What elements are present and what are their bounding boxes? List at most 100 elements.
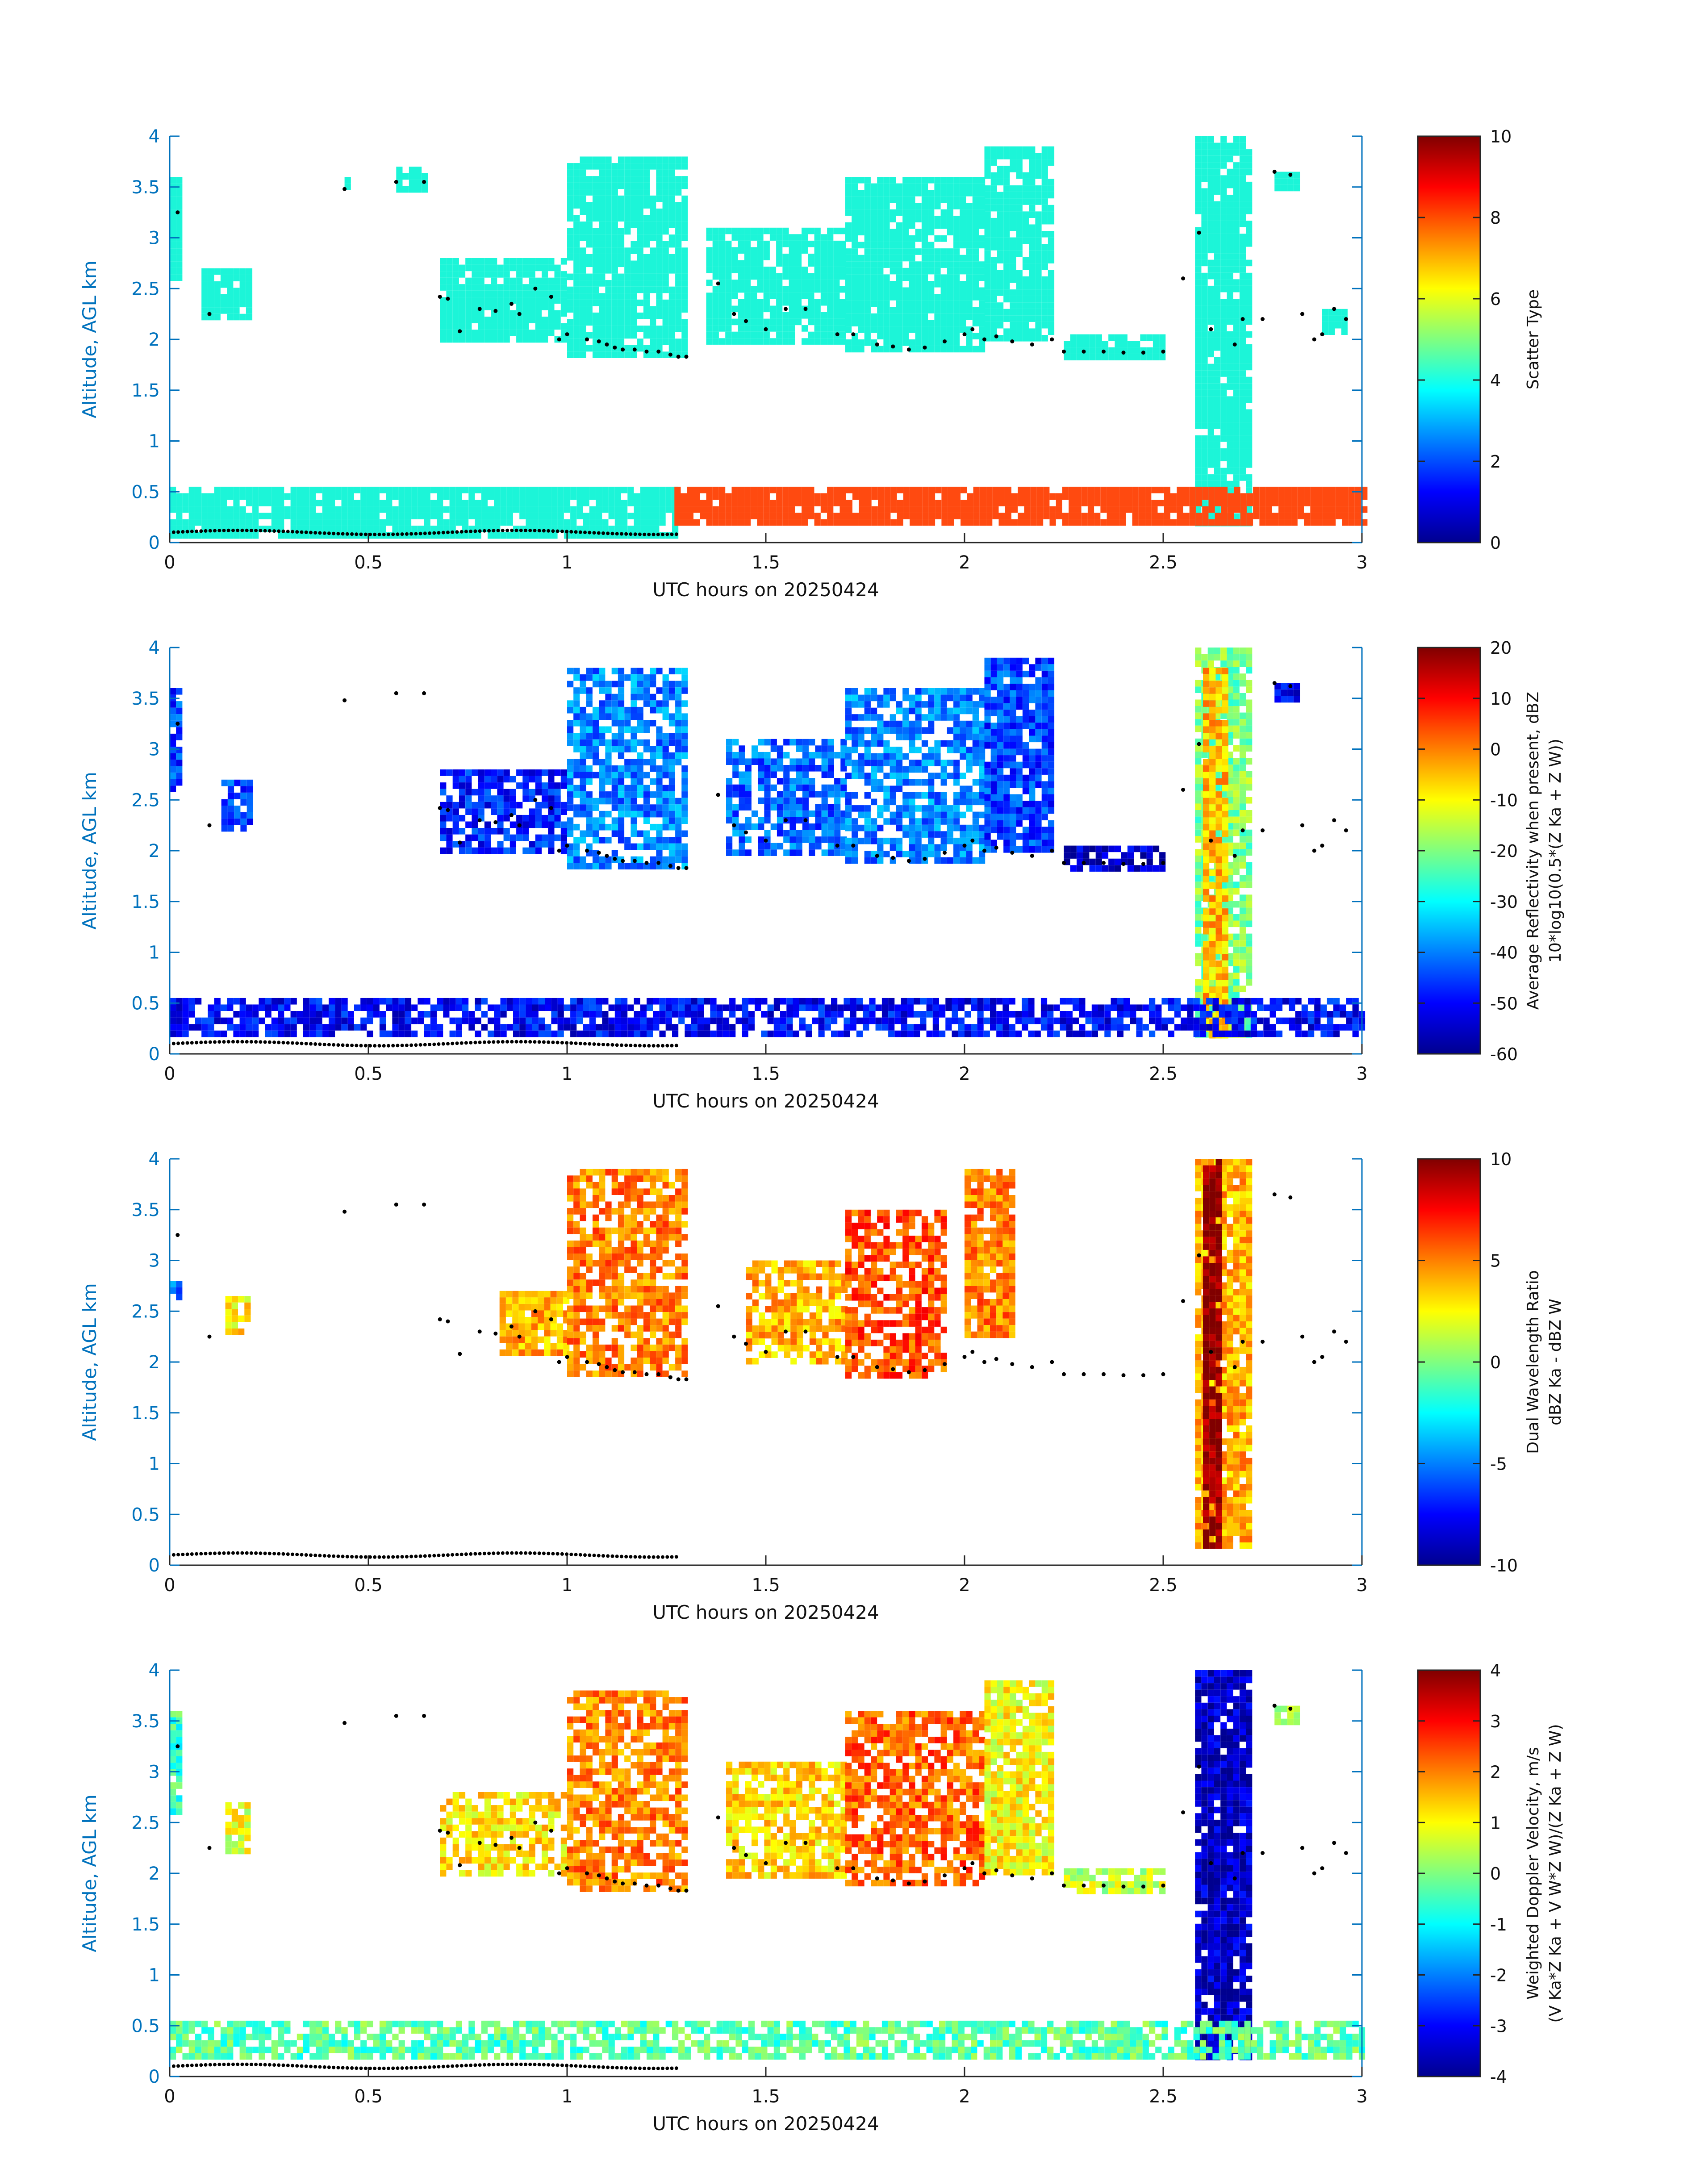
- heatmap-cell: [769, 292, 777, 299]
- heatmap-cell: [573, 221, 580, 228]
- heatmap-cell: [624, 804, 631, 811]
- heatmap-cell: [745, 817, 752, 824]
- heatmap-cell: [1145, 486, 1152, 493]
- heatmap-cell: [877, 287, 884, 294]
- heatmap-cell: [573, 785, 580, 792]
- heatmap-cell: [1214, 389, 1221, 397]
- heatmap-cell: [1048, 185, 1055, 192]
- heatmap-cell: [1233, 168, 1240, 175]
- heatmap-cell: [1329, 506, 1336, 513]
- heatmap-cell: [214, 288, 221, 294]
- heatmap-cell: [827, 312, 834, 319]
- heatmap-cell: [984, 231, 991, 238]
- heatmap-cell: [484, 834, 491, 841]
- heatmap-cell: [751, 227, 757, 234]
- heatmap-cell: [170, 519, 176, 526]
- heatmap-cell: [706, 318, 713, 326]
- heatmap-cell: [227, 825, 234, 832]
- heatmap-region-8: [984, 146, 1055, 342]
- heatmap-cell: [522, 769, 529, 776]
- heatmap-cell: [769, 519, 777, 526]
- heatmap-cell: [1297, 486, 1304, 493]
- heatmap-cell: [1233, 481, 1240, 488]
- heatmap-cell: [909, 339, 915, 346]
- heatmap-cell: [820, 280, 827, 286]
- heatmap-cell: [815, 823, 822, 830]
- heatmap-cell: [883, 203, 890, 209]
- heatmap-cell: [839, 240, 846, 247]
- heatmap-cell: [296, 486, 303, 493]
- heatmap-cell: [596, 506, 602, 513]
- heatmap-cell: [560, 776, 567, 783]
- heatmap-cell: [990, 198, 997, 205]
- heatmap-cell: [624, 202, 631, 209]
- heatmap-cell: [605, 247, 612, 254]
- heatmap-cell: [782, 338, 789, 345]
- heatmap-cell: [329, 493, 335, 500]
- heatmap-cell: [567, 700, 574, 707]
- heatmap-cell: [259, 493, 265, 500]
- heatmap-cell: [934, 216, 941, 222]
- heatmap-cell: [303, 506, 310, 513]
- heatmap-cell: [545, 519, 551, 526]
- heatmap-cell: [599, 215, 606, 222]
- heatmap-cell: [997, 302, 1004, 309]
- heatmap-cell: [1201, 370, 1208, 377]
- heatmap-cell: [452, 841, 459, 848]
- heatmap-cell: [789, 273, 795, 280]
- heatmap-cell: [1214, 299, 1221, 305]
- heatmap-cell: [605, 156, 612, 163]
- cloud-base-dot: [176, 530, 180, 534]
- heatmap-cell: [580, 195, 586, 202]
- heatmap-cell: [618, 811, 625, 818]
- heatmap-cell: [484, 264, 491, 272]
- heatmap-cell: [966, 346, 973, 353]
- heatmap-cell: [827, 784, 834, 791]
- heatmap-cell: [567, 720, 574, 727]
- heatmap-cell: [1214, 325, 1221, 331]
- heatmap-cell: [1220, 429, 1227, 435]
- heatmap-cell: [246, 275, 253, 281]
- cloud-base-dot: [272, 529, 276, 533]
- heatmap-cell: [624, 280, 631, 287]
- heatmap-cell: [316, 486, 322, 493]
- heatmap-cell: [1201, 240, 1208, 247]
- heatmap-cell: [227, 288, 234, 294]
- heatmap-cell: [1016, 289, 1023, 296]
- heatmap-cell: [1153, 347, 1160, 354]
- heatmap-cell: [809, 778, 815, 785]
- heatmap-cell: [608, 526, 615, 532]
- heatmap-cell: [883, 333, 890, 339]
- heatmap-cell: [1022, 231, 1029, 238]
- cloud-top-dot: [1288, 172, 1293, 177]
- heatmap-cell: [240, 792, 247, 799]
- heatmap-cell: [681, 293, 688, 300]
- heatmap-cell: [1207, 227, 1214, 234]
- heatmap-cell: [902, 339, 909, 346]
- heatmap-cell: [763, 331, 770, 338]
- heatmap-cell: [1208, 486, 1215, 493]
- heatmap-cell: [712, 227, 719, 234]
- heatmap-cell: [1016, 198, 1023, 205]
- heatmap-cell: [662, 267, 669, 274]
- heatmap-cell: [554, 808, 561, 815]
- heatmap-cell: [675, 326, 682, 332]
- heatmap-cell: [621, 486, 628, 493]
- heatmap-cell: [573, 169, 580, 176]
- heatmap-cell: [573, 850, 580, 857]
- heatmap-cell: [668, 668, 675, 675]
- heatmap-cell: [681, 156, 688, 163]
- heatmap-cell: [712, 267, 719, 273]
- heatmap-cell: [940, 333, 947, 339]
- heatmap-cell: [1253, 506, 1260, 513]
- heatmap-cell: [1030, 506, 1037, 513]
- heatmap-cell: [509, 802, 516, 809]
- heatmap-cell: [675, 804, 682, 811]
- heatmap-cell: [940, 248, 947, 255]
- heatmap-cell: [668, 189, 675, 196]
- heatmap-cell: [890, 486, 897, 493]
- heatmap-cell: [503, 802, 510, 809]
- heatmap-cell: [643, 804, 650, 811]
- heatmap-cell: [871, 513, 878, 519]
- heatmap-cell: [1239, 338, 1246, 344]
